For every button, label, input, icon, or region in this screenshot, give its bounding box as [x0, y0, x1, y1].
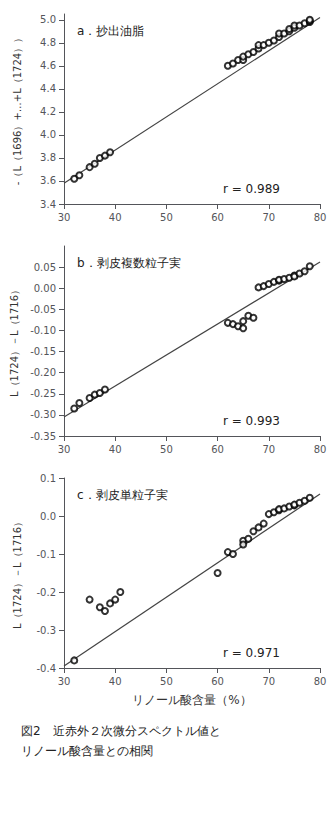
svg-text:-0.2: -0.2 [36, 587, 56, 598]
svg-text:4.6: 4.6 [40, 60, 56, 71]
svg-text:-0.3: -0.3 [36, 625, 56, 636]
svg-text:5.0: 5.0 [40, 14, 56, 25]
svg-text:50: 50 [160, 444, 173, 455]
svg-text:80: 80 [314, 212, 327, 223]
svg-text:r = 0.989: r = 0.989 [223, 182, 280, 196]
svg-text:4.0: 4.0 [40, 129, 56, 140]
svg-text:80: 80 [314, 676, 327, 687]
svg-text:図2 近赤外２次微分スペクトル値と: 図2 近赤外２次微分スペクトル値と [21, 724, 221, 738]
svg-text:30: 30 [58, 212, 71, 223]
svg-text:40: 40 [109, 676, 122, 687]
svg-text:60: 60 [211, 444, 224, 455]
svg-text:L（1724）－L（1716）: L（1724）－L（1716） [9, 285, 20, 397]
svg-text:r = 0.993: r = 0.993 [223, 414, 280, 428]
svg-text:50: 50 [160, 212, 173, 223]
svg-text:60: 60 [211, 676, 224, 687]
svg-text:-0.10: -0.10 [30, 325, 56, 336]
svg-text:50: 50 [160, 676, 173, 687]
svg-text:L（1724）－L（1716）: L（1724）－L（1716） [12, 517, 23, 629]
svg-text:-0.05: -0.05 [30, 304, 56, 315]
svg-text:0.1: 0.1 [40, 473, 56, 484]
svg-text:r = 0.971: r = 0.971 [223, 646, 280, 660]
svg-text:-0.35: -0.35 [30, 431, 56, 442]
svg-text:c．剥皮単粒子実: c．剥皮単粒子実 [77, 488, 168, 502]
svg-text:40: 40 [109, 444, 122, 455]
svg-text:3.8: 3.8 [40, 152, 56, 163]
svg-text:40: 40 [109, 212, 122, 223]
svg-text:0.00: 0.00 [34, 283, 56, 294]
svg-text:4.4: 4.4 [40, 83, 56, 94]
svg-text:-0.1: -0.1 [36, 549, 56, 560]
svg-text:30: 30 [58, 676, 71, 687]
svg-text:3.4: 3.4 [40, 199, 56, 210]
svg-text:-0.20: -0.20 [30, 367, 56, 378]
svg-text:-0.30: -0.30 [30, 409, 56, 420]
svg-text:80: 80 [314, 444, 327, 455]
svg-text:-0.4: -0.4 [36, 663, 56, 674]
svg-text:70: 70 [262, 676, 275, 687]
svg-text:0.0: 0.0 [40, 511, 56, 522]
svg-text:b．剥皮複数粒子実: b．剥皮複数粒子実 [77, 256, 181, 270]
svg-text:0.05: 0.05 [34, 262, 56, 273]
svg-text:リノール酸含量との相関: リノール酸含量との相関 [21, 744, 153, 758]
svg-text:4.2: 4.2 [40, 106, 56, 117]
svg-text:リノール酸含量（%）: リノール酸含量（%） [132, 693, 251, 707]
svg-text:3.6: 3.6 [40, 175, 56, 186]
svg-text:a．抄出油脂: a．抄出油脂 [77, 24, 144, 38]
svg-text:-0.25: -0.25 [30, 388, 56, 399]
svg-text:-0.15: -0.15 [30, 346, 56, 357]
svg-text:70: 70 [262, 444, 275, 455]
svg-text:70: 70 [262, 212, 275, 223]
svg-text:30: 30 [58, 444, 71, 455]
svg-text:-（L（1696）+…+L（1724））: -（L（1696）+…+L（1724）） [12, 33, 23, 185]
svg-text:4.8: 4.8 [40, 37, 56, 48]
svg-text:60: 60 [211, 212, 224, 223]
